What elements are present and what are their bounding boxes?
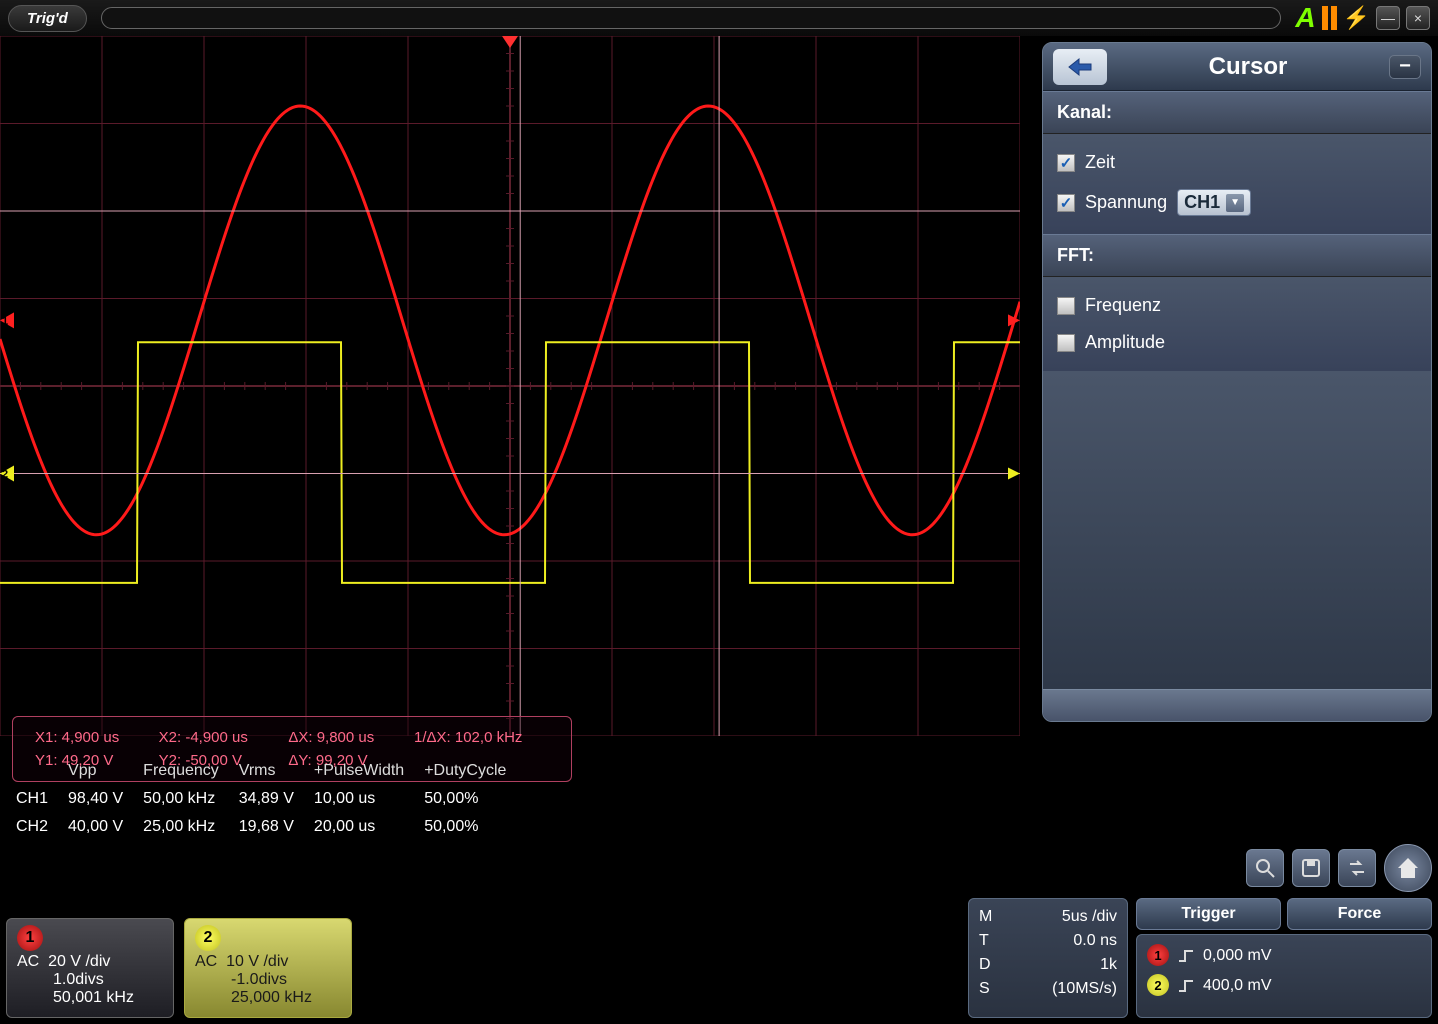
save-icon[interactable] [1292,849,1330,887]
panel-empty [1043,371,1431,689]
bolt-icon: ⚡ [1343,5,1370,31]
kanal-section-header: Kanal: [1043,91,1431,134]
measurement-header: Frequency [143,758,237,784]
fft-section: ✓ Frequenz ✓ Amplitude [1043,277,1431,371]
measurement-cell: 34,89 V [239,786,312,812]
measurement-header: +PulseWidth [314,758,422,784]
measurement-cell: 50,00% [424,814,524,840]
icon-tray [1246,844,1432,892]
spannung-checkbox[interactable]: ✓ [1057,194,1075,212]
top-bar: Trig'd A ⚡ — × [0,0,1438,36]
measurement-header: Vpp [68,758,141,784]
ch1-tile[interactable]: 1 AC 20 V /div 1.0divs 50,001 kHz [6,918,174,1018]
ch2-tile[interactable]: 2 AC 10 V /div -1.0divs 25,000 kHz [184,918,352,1018]
measurement-cell: 50,00 kHz [143,786,237,812]
measurement-cell: 20,00 us [314,814,422,840]
panel-minimize-button[interactable]: − [1389,55,1421,79]
top-icons: A ⚡ — × [1295,2,1430,34]
measurement-cell: 40,00 V [68,814,141,840]
svg-text:2: 2 [2,469,8,481]
amplitude-label: Amplitude [1085,332,1165,353]
measurement-cell: 98,40 V [68,786,141,812]
overview-bar[interactable] [101,7,1282,29]
svg-text:1: 1 [2,315,8,327]
measurements-table: VppFrequencyVrms+PulseWidth+DutyCycle CH1… [14,756,526,842]
kanal-section: ✓ Zeit ✓ Spannung CH1 ▼ [1043,134,1431,234]
panel-title: Cursor [1117,53,1379,81]
cursor-panel: Cursor − Kanal: ✓ Zeit ✓ Spannung CH1 ▼ … [1042,42,1432,722]
zeit-label: Zeit [1085,152,1115,173]
measurement-header: +DutyCycle [424,758,524,784]
measurement-cell: CH2 [16,814,66,840]
trigger-ch2-badge: 2 [1147,974,1169,996]
autoset-icon[interactable]: A [1295,2,1315,34]
measurement-cell: CH1 [16,786,66,812]
panel-header: Cursor − [1043,43,1431,91]
trigger-button[interactable]: Trigger [1136,898,1281,930]
ch1-badge: 1 [17,925,43,951]
spannung-label: Spannung [1085,192,1167,213]
zeit-row[interactable]: ✓ Zeit [1057,144,1417,181]
spannung-row[interactable]: ✓ Spannung CH1 ▼ [1057,181,1417,224]
zeit-checkbox[interactable]: ✓ [1057,154,1075,172]
trigger-ch2-level: 400,0 mV [1203,977,1271,995]
ch2-badge: 2 [195,925,221,951]
force-button[interactable]: Force [1287,898,1432,930]
chevron-down-icon: ▼ [1226,194,1244,212]
swap-icon[interactable] [1338,849,1376,887]
cursor-invdx: 1/ΔX: 102,0 kHz [406,727,557,748]
measurement-cell: 19,68 V [239,814,312,840]
home-icon[interactable] [1384,844,1432,892]
cursor-x2: X2: -4,900 us [151,727,279,748]
measurement-header: Vrms [239,758,312,784]
pause-icon[interactable] [1322,6,1337,30]
scope-display: 12 [0,36,1020,736]
frequenz-checkbox[interactable]: ✓ [1057,297,1075,315]
measurement-cell: 50,00% [424,786,524,812]
close-window-icon[interactable]: × [1406,6,1430,30]
measurement-header [16,758,66,784]
zoom-reset-icon[interactable] [1246,849,1284,887]
frequenz-row[interactable]: ✓ Frequenz [1057,287,1417,324]
measurement-cell: 10,00 us [314,786,422,812]
amplitude-checkbox[interactable]: ✓ [1057,334,1075,352]
trigger-ch1-badge: 1 [1147,944,1169,966]
trigger-info: 1 0,000 mV 2 400,0 mV [1136,934,1432,1018]
timebase-panel[interactable]: M5us /div T0.0 ns D1k S(10MS/s) [968,898,1128,1018]
minimize-window-icon[interactable]: — [1376,6,1400,30]
measurement-cell: 25,00 kHz [143,814,237,840]
frequenz-label: Frequenz [1085,295,1161,316]
back-button[interactable] [1053,49,1107,85]
amplitude-row[interactable]: ✓ Amplitude [1057,324,1417,361]
fft-section-header: FFT: [1043,234,1431,277]
cursor-dx: ΔX: 9,800 us [280,727,404,748]
trigger-status-button[interactable]: Trig'd [8,5,87,32]
trigger-ch1-level: 0,000 mV [1203,947,1271,965]
spannung-channel-select[interactable]: CH1 ▼ [1177,189,1251,216]
trigger-panel: Trigger Force 1 0,000 mV 2 400,0 mV [1136,898,1432,1018]
panel-footer [1043,689,1431,721]
cursor-x1: X1: 4,900 us [27,727,149,748]
